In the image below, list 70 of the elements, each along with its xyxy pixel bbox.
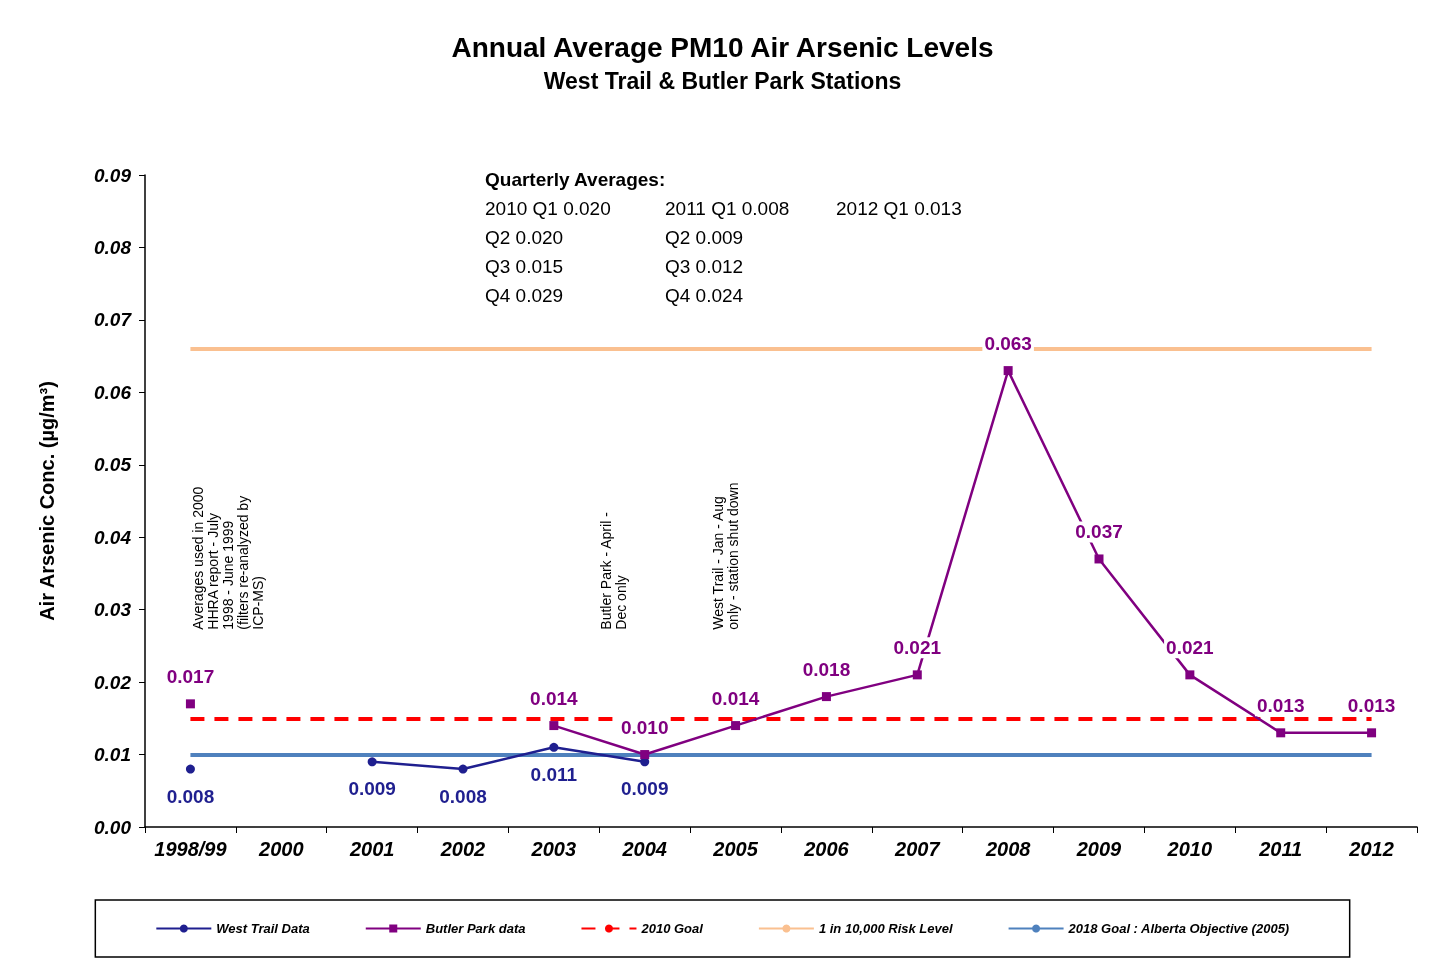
y-tick-label: 0.04 [94, 526, 132, 548]
point [1185, 670, 1195, 680]
data-label: 0.010 [620, 717, 669, 739]
x-tick-label: 2003 [530, 838, 577, 860]
annotation: 2010 Q1 0.020 Q2 0.020 Q3 0.015 Q4 0.029 [485, 198, 611, 306]
point [912, 670, 922, 680]
data-label: 0.037 [1075, 521, 1123, 543]
x-tick-label: 2012 [1348, 838, 1394, 860]
data-label: 0.014 [530, 688, 579, 710]
x-tick-label: 2007 [894, 838, 941, 860]
x-tick-label: 2002 [439, 838, 486, 860]
x-tick-label: 2010 [1166, 838, 1213, 860]
legend-label: 2018 Goal : Alberta Objective (2005) [1067, 921, 1290, 936]
x-tick-label: 2005 [712, 838, 759, 860]
chart-subtitle: West Trail & Butler Park Stations [543, 67, 902, 94]
y-tick-label: 0.08 [94, 236, 132, 258]
data-label: 0.017 [166, 666, 215, 688]
data-label: 0.014 [711, 688, 760, 710]
data-label: 0.009 [348, 778, 396, 800]
data-label: 0.013 [1256, 695, 1305, 717]
data-label: 0.013 [1347, 695, 1396, 717]
legend-label: West Trail Data [216, 921, 310, 936]
data-label: 0.021 [893, 637, 942, 659]
chart-title: Annual Average PM10 Air Arsenic Levels [451, 31, 994, 63]
x-tick-label: 2006 [803, 838, 850, 860]
point [549, 742, 559, 752]
point [640, 750, 650, 760]
x-tick-label: 2000 [258, 838, 304, 860]
point [185, 764, 195, 774]
y-tick-label: 0.05 [94, 454, 132, 476]
y-tick-label: 0.00 [94, 816, 132, 838]
data-label: 0.063 [984, 333, 1032, 355]
point [458, 764, 468, 774]
legend-label: Butler Park data [425, 921, 526, 936]
data-label: 0.008 [166, 785, 215, 807]
legend-label: 2010 Goal [640, 921, 704, 936]
y-tick-label: 0.07 [94, 309, 133, 331]
annotation: West Trail - Jan - Aug only - station shut down [710, 482, 742, 630]
annotation: Averages used in 2000 HHRA report - July 1998 - June 1999 (filters re-analyzed by ICP-MS) [189, 482, 266, 630]
data-label: 0.011 [530, 763, 578, 785]
annotation: Quarterly Averages: [485, 169, 666, 190]
data-label: 0.008 [439, 785, 487, 807]
annotation: 2011 Q1 0.008 Q2 0.009 Q3 0.012 Q4 0.024 [665, 198, 790, 306]
point [821, 692, 831, 702]
y-tick-label: 0.06 [94, 381, 132, 403]
x-tick-label: 1998/99 [154, 838, 228, 860]
point [731, 721, 741, 731]
y-tick-label: 0.03 [94, 599, 132, 621]
data-label: 0.021 [1166, 637, 1215, 659]
point [367, 757, 377, 767]
x-tick-label: 2009 [1075, 838, 1123, 860]
point [185, 699, 195, 709]
annotation: 2012 Q1 0.013 [836, 198, 962, 219]
y-tick-label: 0.09 [94, 164, 132, 186]
x-tick-label: 2008 [984, 838, 1032, 860]
y-tick-label: 0.02 [94, 671, 132, 693]
annotation: Butler Park - April - Dec only [598, 508, 630, 630]
x-tick-label: 2001 [348, 838, 395, 860]
point [1003, 366, 1013, 376]
y-axis-title: Air Arsenic Conc. (µg/m³) [36, 381, 58, 621]
point [1094, 554, 1104, 564]
point [1276, 728, 1286, 738]
y-tick-label: 0.01 [94, 744, 131, 766]
point [549, 721, 559, 731]
legend-label: 1 in 10,000 Risk Level [818, 921, 953, 936]
data-label: 0.018 [802, 659, 851, 681]
data-label: 0.009 [620, 778, 669, 800]
x-tick-label: 2011 [1258, 838, 1303, 860]
point [1367, 728, 1377, 738]
x-tick-label: 2004 [621, 838, 667, 860]
